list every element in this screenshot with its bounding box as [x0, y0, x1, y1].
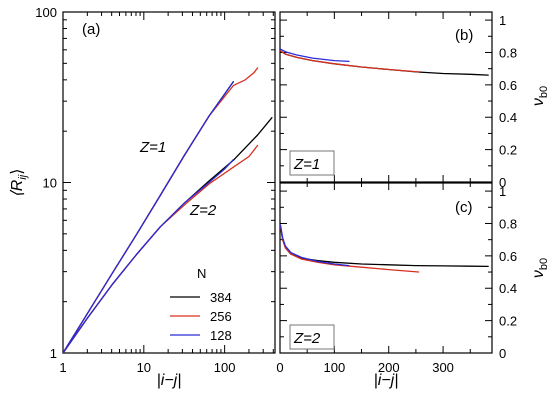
nu-sub: b0 [538, 86, 550, 98]
panel-a-xlabel: |i−j| [157, 372, 182, 389]
legend-label-256: 256 [210, 309, 232, 324]
panel-c-xlabel: |i−j| [374, 372, 399, 389]
legend-label-128: 128 [210, 328, 232, 343]
panel-b-ylabel: νb0 [530, 86, 550, 106]
nu-sub: b0 [538, 258, 550, 270]
panel-a-xtick-label: 100 [214, 360, 236, 375]
panel-b-series-384 [279, 50, 489, 76]
panel-b-ytick-label: 0.4 [499, 110, 517, 125]
panel-a-ylabel-text: ⟨Rij⟩ [9, 169, 29, 198]
panel-b-ytick-label: 0 [499, 175, 506, 190]
panel-a-label: (a) [82, 21, 100, 38]
legend: N 384 256 128 [170, 266, 232, 343]
panel-a-xtick-label: 1 [59, 360, 66, 375]
ylabel-main: ⟨R [9, 179, 26, 197]
panel-b-ytick-label: 0.2 [499, 143, 517, 158]
panel-c-ylabel-text: νb0 [530, 258, 550, 278]
nu-symbol: ν [530, 270, 547, 278]
panel-a-ytick-label: 10 [43, 176, 57, 191]
nu-symbol: ν [530, 98, 547, 106]
panel-a-ticks: 1 10 100 1 10 100 [35, 5, 275, 375]
panel-c-ytick-label: 0.4 [499, 281, 517, 296]
panel-c-xtick-label: 100 [324, 360, 346, 375]
panel-c-ytick-label: 1 [499, 184, 506, 199]
panel-a-ylabel: ⟨Rij⟩ [9, 169, 29, 198]
panel-c-ytick-label: 0.6 [499, 249, 517, 264]
series-384-Z2 [62, 117, 273, 354]
panel-b-ticks: 0 0.2 0.4 0.6 0.8 1 [279, 12, 517, 190]
panel-c-series-128 [279, 224, 350, 267]
panel-c-label: (c) [455, 199, 473, 216]
panel-c-annotation: Z=2 [293, 330, 321, 347]
series-128-Z1 [62, 81, 234, 354]
annotation-z2: Z=2 [189, 202, 217, 219]
panel-c-xtick-label: 200 [378, 360, 400, 375]
panel-c-xtick-label: 300 [432, 360, 454, 375]
ylabel-close: ⟩ [9, 169, 26, 175]
panel-c-zbox [289, 324, 335, 350]
panel-a-ytick-label: 100 [35, 5, 57, 20]
panel-b-frame [279, 11, 493, 183]
panel-c-ytick-label: 0 [499, 346, 506, 361]
panel-b-ylabel-text: νb0 [530, 86, 550, 106]
panel-b-annotation: Z=1 [293, 156, 320, 173]
panel-b-series-256 [279, 50, 420, 73]
series-128-Z2 [62, 159, 234, 354]
panel-b-series-128 [279, 48, 350, 63]
panel-c-xtick-label: 0 [276, 360, 283, 375]
panel-a: 1 10 100 1 10 100 (a) Z=1 Z=2 N 384 256 128 |… [9, 5, 276, 389]
legend-title: N [197, 266, 206, 281]
panel-b-ytick-label: 0.6 [499, 78, 517, 93]
panel-c-frame [279, 182, 493, 354]
annotation-z1: Z=1 [139, 139, 166, 156]
panel-a-xtick-label: 10 [137, 360, 151, 375]
panel-b-series [279, 48, 489, 76]
panel-c-ylabel: νb0 [530, 258, 550, 278]
ylabel-sub: ij [17, 174, 29, 179]
panel-a-series [62, 67, 273, 354]
panel-c-ticks: 0 100 200 300 0 0.2 0.4 0.6 0.8 1 [276, 183, 517, 375]
panel-b-ytick-label: 1 [499, 13, 506, 28]
panel-c: 0 100 200 300 0 0.2 0.4 0.6 0.8 1 (c) Z=2 |i−j| ν… [276, 182, 550, 389]
panel-c-ytick-label: 0.8 [499, 216, 517, 231]
panel-b-zbox [289, 150, 335, 176]
panel-c-ytick-label: 0.2 [499, 314, 517, 329]
panel-c-series [279, 224, 489, 273]
legend-label-384: 384 [210, 290, 232, 305]
panel-b-label: (b) [455, 27, 473, 44]
panel-b: 0 0.2 0.4 0.6 0.8 1 (b) Z=1 νb0 [279, 11, 550, 190]
panel-b-ytick-label: 0.8 [499, 45, 517, 60]
panel-a-ytick-label: 1 [50, 346, 57, 361]
